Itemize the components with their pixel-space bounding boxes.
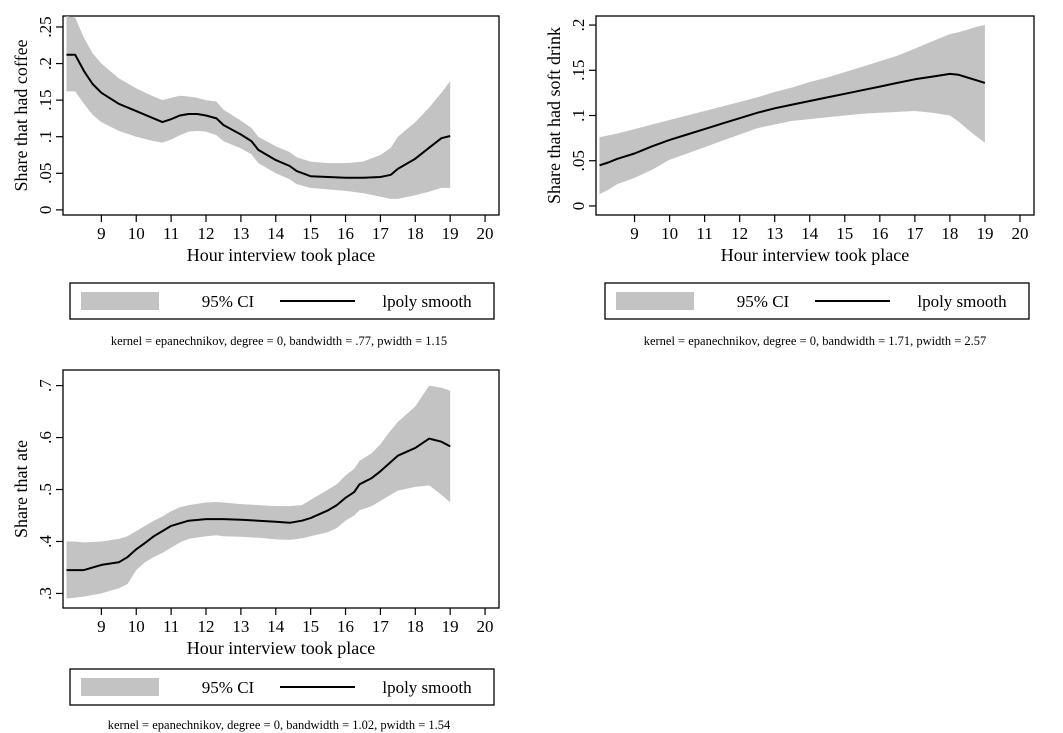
x-tick-label: 9 xyxy=(97,224,106,243)
chart-panel-2: 9 10 11 12 13 14 15 16 17 18 19 20 Hour interview to… xyxy=(544,15,1035,348)
x-tick-label: 13 xyxy=(766,224,783,243)
x-tick-label: 16 xyxy=(871,224,888,243)
x-tick-label: 20 xyxy=(1011,224,1028,243)
x-tick-label: 17 xyxy=(372,617,390,636)
x-axis-title: Hour interview took place xyxy=(187,245,375,265)
chart-panel-3: 9 10 11 12 13 14 15 16 17 18 19 20 Hour interview to… xyxy=(11,369,500,732)
x-tick-label: 14 xyxy=(267,224,285,243)
x-tick-label: 13 xyxy=(232,617,249,636)
y-axis-title: Share that had coffee xyxy=(11,39,31,191)
x-tick-label: 16 xyxy=(337,224,354,243)
y-tick-label: .05 xyxy=(569,150,588,171)
x-tick-label: 11 xyxy=(696,224,712,243)
y-tick-label: .15 xyxy=(36,90,55,111)
x-tick-label: 20 xyxy=(477,224,494,243)
x-tick-label: 18 xyxy=(407,224,424,243)
legend-ci-swatch xyxy=(81,678,159,696)
legend-ci-swatch xyxy=(81,292,159,310)
y-axis-title: Share that ate xyxy=(11,440,31,538)
y-tick-label: .15 xyxy=(569,60,588,81)
y-tick-label: .6 xyxy=(36,431,55,444)
x-tick-label: 18 xyxy=(407,617,424,636)
x-tick-label: 15 xyxy=(302,617,319,636)
lpoly-line xyxy=(66,53,451,179)
y-tick-label: .4 xyxy=(36,535,55,548)
ci-band xyxy=(599,25,985,195)
y-tick-label: .25 xyxy=(36,16,55,37)
x-tick-label: 19 xyxy=(442,224,459,243)
x-axis-title: Hour interview took place xyxy=(721,245,909,265)
y-tick-label: .1 xyxy=(36,130,55,143)
legend-line-label: lpoly smooth xyxy=(917,292,1007,311)
x-tick-label: 9 xyxy=(97,617,106,636)
legend-ci-label: 95% CI xyxy=(202,678,255,697)
y-axis-title: Share that had soft drink xyxy=(544,27,564,204)
y-tick-label: .1 xyxy=(569,109,588,122)
x-tick-label: 11 xyxy=(163,617,179,636)
y-tick-label: .7 xyxy=(36,379,55,392)
y-tick-label: 0 xyxy=(36,206,55,215)
x-tick-label: 10 xyxy=(128,224,145,243)
y-tick-label: .3 xyxy=(36,587,55,600)
legend: 95% CI lpoly smooth xyxy=(69,668,495,706)
x-tick-label: 12 xyxy=(731,224,748,243)
y-tick-label: .2 xyxy=(36,57,55,70)
legend-line-label: lpoly smooth xyxy=(382,678,472,697)
y-tick-label: .5 xyxy=(36,483,55,496)
x-tick-label: 19 xyxy=(976,224,993,243)
kernel-note: kernel = epanechnikov, degree = 0, bandw… xyxy=(644,334,987,348)
x-tick-label: 15 xyxy=(302,224,319,243)
x-tick-label: 12 xyxy=(198,224,215,243)
plot-frame xyxy=(62,15,500,216)
ci-band xyxy=(66,385,451,599)
chart-panel-1: 9 10 11 12 13 14 15 16 17 18 19 20 Hour interview to… xyxy=(11,15,500,348)
y-tick-label: .2 xyxy=(569,19,588,32)
x-tick-label: 13 xyxy=(232,224,249,243)
x-tick-label: 19 xyxy=(442,617,459,636)
lpoly-line xyxy=(66,437,451,572)
x-tick-label: 15 xyxy=(836,224,853,243)
x-tick-label: 11 xyxy=(163,224,179,243)
legend-line-label: lpoly smooth xyxy=(382,292,472,311)
x-tick-label: 14 xyxy=(801,224,819,243)
legend: 95% CI lpoly smooth xyxy=(604,282,1030,320)
x-tick-label: 18 xyxy=(941,224,958,243)
x-tick-label: 9 xyxy=(630,224,639,243)
kernel-note: kernel = epanechnikov, degree = 0, bandw… xyxy=(108,718,451,732)
x-tick-label: 17 xyxy=(906,224,924,243)
y-tick-label: 0 xyxy=(569,202,588,211)
lpoly-line xyxy=(599,72,986,167)
x-tick-label: 10 xyxy=(128,617,145,636)
x-tick-label: 17 xyxy=(372,224,390,243)
legend: 95% CI lpoly smooth xyxy=(69,282,495,320)
kernel-note: kernel = epanechnikov, degree = 0, bandw… xyxy=(111,334,447,348)
x-tick-label: 10 xyxy=(661,224,678,243)
x-tick-label: 20 xyxy=(477,617,494,636)
legend-ci-label: 95% CI xyxy=(737,292,790,311)
x-tick-label: 14 xyxy=(267,617,285,636)
legend-ci-label: 95% CI xyxy=(202,292,255,311)
y-tick-label: .05 xyxy=(36,163,55,184)
x-tick-label: 12 xyxy=(198,617,215,636)
ci-band xyxy=(66,16,451,199)
legend-ci-swatch xyxy=(616,292,694,310)
x-tick-label: 16 xyxy=(337,617,354,636)
x-axis-title: Hour interview took place xyxy=(187,638,375,658)
